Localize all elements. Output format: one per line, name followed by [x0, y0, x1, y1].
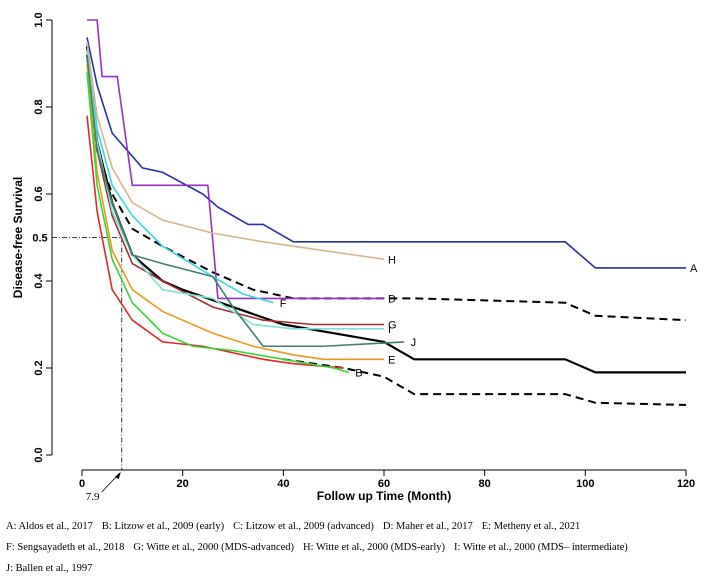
- series-group: [85, 19, 687, 406]
- end-label-G: G: [388, 320, 397, 332]
- legend-entry: G: Witte et al., 2000 (MDS-advanced): [133, 542, 295, 553]
- y-tick-label: 0.0: [33, 447, 45, 462]
- y-tick-label: 0.4: [33, 272, 45, 288]
- annotation-label: 7.9: [86, 491, 100, 503]
- end-label-I: I: [388, 324, 391, 336]
- annotation-arrowhead: [114, 472, 121, 479]
- x-tick-label: 80: [479, 478, 491, 490]
- legend-entry: C: Litzow et al., 2009 (advanced): [233, 521, 374, 532]
- series-line-C-lower: [283, 358, 687, 406]
- end-label-F: F: [280, 298, 287, 310]
- legend-entry: A: Aldos et al., 2017: [6, 521, 93, 532]
- end-label-D: D: [388, 293, 396, 305]
- series-line-E: [86, 63, 384, 361]
- end-label-J: J: [411, 337, 417, 349]
- x-tick-label: 60: [378, 478, 390, 490]
- y-tick-label: 0.6: [33, 186, 45, 201]
- series-line-C: [86, 54, 687, 322]
- y-tick-label: 0.2: [33, 360, 45, 375]
- legend-row: J: Ballen et al., 1997: [6, 558, 711, 579]
- series-line-B: [85, 45, 686, 374]
- series-line-H: [86, 41, 385, 261]
- y-axis-title: Disease-free Survival: [11, 177, 25, 298]
- y-tick-label: 0.8: [33, 99, 45, 114]
- legend-entry: F: Sengsayadeth et al., 2018: [6, 542, 125, 553]
- series-line-I: [86, 50, 384, 330]
- legend-entry: J: Ballen et al., 1997: [6, 563, 93, 574]
- legend-entry: D: Maher et al., 2017: [382, 521, 473, 532]
- end-labels: A H D F GI J E B: [280, 254, 698, 379]
- legend-entry: B: Litzow et al., 2009 (early): [101, 521, 225, 532]
- y-tick-label: 1.0: [33, 12, 45, 27]
- y-tick-label-extra: 0.5: [32, 233, 47, 245]
- series-line-K: [86, 115, 344, 369]
- legend-entry: I: Witte et al., 2000 (MDS– intermediate…: [454, 542, 628, 553]
- x-tick-label: 40: [277, 478, 289, 490]
- y-axis: 0.0 0.2 0.4 0.6 0.8 1.0 0.5: [32, 12, 53, 463]
- x-tick-label: 0: [79, 478, 85, 490]
- end-label-E: E: [388, 354, 395, 366]
- series-line-D: [87, 19, 384, 300]
- end-label-B: B: [355, 367, 362, 379]
- legend-entry: H: Witte et al., 2000 (MDS-early): [303, 542, 446, 553]
- x-tick-label: 120: [677, 478, 695, 490]
- legend-row: A: Aldos et al., 2017 B: Litzow et al., 2…: [6, 516, 711, 537]
- series-line-A: [86, 37, 686, 269]
- x-tick-label: 20: [177, 478, 189, 490]
- series-line-L: [86, 72, 349, 374]
- survival-chart: 0.0 0.2 0.4 0.6 0.8 1.0 0.5 0 20 40 60 80 100 120 A H…: [11, 12, 698, 503]
- reference-lines: [52, 237, 123, 493]
- x-axis: 0 20 40 60 80 100 120: [79, 469, 695, 490]
- x-tick-label: 100: [576, 478, 594, 490]
- series-line-J: [86, 54, 405, 348]
- legend-entry: E: Metheny et al., 2021: [481, 521, 581, 532]
- series-line-G: [86, 50, 384, 326]
- series-line-F: [86, 41, 274, 304]
- legend: A: Aldos et al., 2017 B: Litzow et al., 2…: [6, 516, 711, 579]
- legend-row: F: Sengsayadeth et al., 2018 G: Witte et …: [6, 537, 711, 558]
- end-label-H: H: [388, 254, 396, 266]
- end-label-A: A: [690, 263, 698, 275]
- x-axis-title: Follow up Time (Month): [317, 489, 451, 503]
